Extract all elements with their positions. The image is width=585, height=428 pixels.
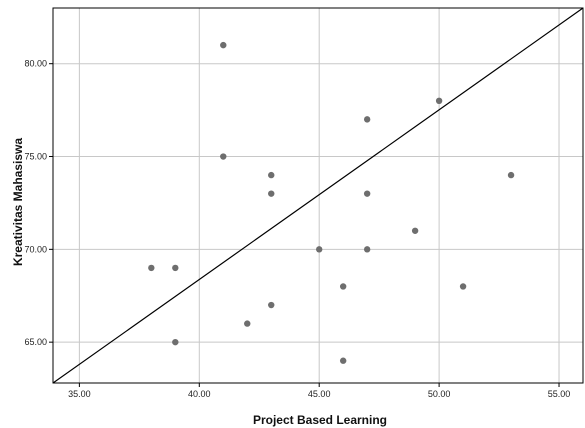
x-tick-label: 45.00 (308, 389, 331, 399)
data-point (339, 283, 347, 290)
data-point (148, 264, 155, 272)
x-tick-label: 35.00 (68, 389, 91, 399)
data-point (220, 153, 227, 160)
fit-line (52, 7, 584, 384)
data-point (268, 171, 275, 179)
data-point (363, 246, 371, 253)
x-axis-ticks: 35.00 40.00 45.00 50.00 55.00 (68, 383, 570, 399)
x-tick-label: 40.00 (188, 389, 211, 399)
data-point (172, 338, 179, 346)
data-point (244, 320, 251, 327)
data-point (363, 116, 371, 123)
x-tick-label: 55.00 (548, 389, 571, 399)
y-axis-title: Kreativitas Mahasiswa (11, 138, 25, 266)
x-tick-label: 50.00 (428, 389, 451, 399)
data-point (268, 301, 275, 309)
data-point (172, 264, 179, 272)
data-point (339, 357, 347, 364)
data-point (507, 171, 515, 179)
y-tick-label: 65.00 (24, 337, 47, 347)
data-point (411, 227, 419, 234)
data-points (148, 41, 515, 364)
y-tick-label: 80.00 (24, 59, 47, 69)
data-point (363, 190, 371, 197)
plot-frame (52, 7, 584, 384)
data-point (435, 97, 443, 105)
grid-lines (53, 8, 583, 383)
data-point (220, 41, 227, 49)
data-point (459, 283, 467, 290)
y-tick-label: 70.00 (24, 244, 47, 254)
y-axis-ticks: 65.00 70.00 75.00 80.00 (24, 59, 53, 347)
x-axis-title: Project Based Learning (253, 413, 387, 427)
y-tick-label: 75.00 (24, 152, 47, 162)
data-point (315, 246, 323, 253)
data-point (268, 190, 275, 197)
